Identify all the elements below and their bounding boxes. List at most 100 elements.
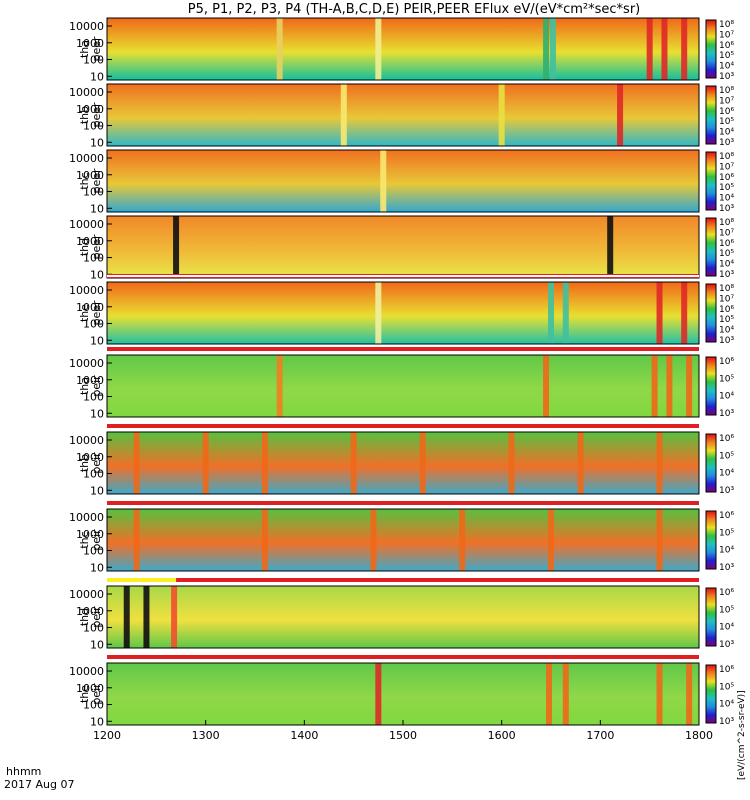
colorbar-tick-label: 10⁸ — [719, 20, 734, 30]
event-band — [202, 432, 209, 494]
y-tick-label: 10000 — [69, 218, 104, 231]
y-tick-label: 10000 — [69, 152, 104, 165]
event-band — [276, 355, 283, 417]
panel-thc-peir: 10 100 1000 10000 thc peir 10³ 10⁴ 10⁵ 10⁶ — [69, 501, 734, 574]
colorbar-tick-label: 10⁴ — [719, 546, 734, 556]
panel-ylabel-probe: thb — [78, 454, 91, 472]
y-tick-label: 1000 — [76, 169, 104, 182]
colorbar-tick-label: 10⁵ — [719, 183, 734, 193]
colorbar — [705, 356, 717, 416]
colorbar — [705, 283, 717, 343]
event-band — [133, 432, 140, 494]
chart-title: P5, P1, P2, P3, P4 (TH-A,B,C,D,E) PEIR,P… — [188, 2, 641, 17]
panel-frame — [106, 281, 700, 345]
event-band — [261, 509, 268, 571]
colorbar-tick-label: 10³ — [719, 486, 734, 496]
colorbar-tick-label: 10⁷ — [719, 162, 734, 172]
event-band — [661, 18, 668, 80]
colorbar-tick-label: 10³ — [719, 563, 734, 573]
panel-ylabel-probe: thb — [78, 106, 91, 124]
panel-ylabel-species: peer — [90, 102, 103, 128]
colorbar-tick-label: 10⁵ — [719, 249, 734, 259]
colorbar-tick-label: 10⁴ — [719, 128, 734, 138]
y-tick-label: 10000 — [69, 588, 104, 601]
panel-ylabel-species: peir — [90, 375, 103, 397]
spectrogram-thb-peer — [107, 84, 699, 146]
panel-thb-peir: 10 100 1000 10000 thb peir 10³ 10⁴ 10⁵ 10⁶ — [69, 424, 734, 497]
event-band — [375, 663, 382, 725]
colorbar-tick-label: 10⁵ — [719, 51, 734, 61]
colorbar — [705, 664, 717, 724]
colorbar-tick-label: 10⁴ — [719, 623, 734, 633]
event-band — [681, 18, 688, 80]
spectrogram-thd-peer — [107, 216, 699, 278]
y-tick-label: 10 — [90, 638, 104, 651]
event-band — [548, 509, 554, 571]
spectrogram-thc-peir — [107, 509, 699, 571]
spectrogram-tha-peer — [107, 18, 699, 80]
event-band — [543, 18, 550, 80]
spectrogram-tha-peir — [107, 355, 699, 417]
y-tick-label: 1000 — [76, 374, 104, 387]
colorbar-tick-label: 10⁵ — [719, 528, 734, 538]
event-band — [656, 432, 663, 494]
y-tick-label: 100 — [83, 468, 104, 481]
event-band — [459, 509, 466, 571]
event-band — [681, 282, 688, 344]
event-band — [656, 509, 663, 571]
y-tick-label: 10 — [90, 407, 104, 420]
y-tick-label: 100 — [83, 120, 104, 133]
y-tick-label: 100 — [83, 318, 104, 331]
panel-frame — [106, 354, 700, 418]
event-band — [498, 84, 505, 146]
x-tick-label: 1500 — [389, 729, 417, 742]
panel-ylabel-probe: thd — [78, 608, 91, 626]
colorbar — [705, 151, 717, 211]
colorbar-tick-label: 10⁴ — [719, 469, 734, 479]
event-band — [646, 18, 653, 80]
event-band — [261, 432, 268, 494]
colorbar-tick-label: 10⁴ — [719, 326, 734, 336]
panel-frame — [106, 431, 700, 495]
panel-ylabel-probe: thc — [78, 172, 91, 189]
colorbar-tick-label: 10⁶ — [719, 107, 734, 117]
colorbar-tick-label: 10⁶ — [719, 305, 734, 315]
colorbar — [705, 510, 717, 570]
panel-ylabel-probe: the — [78, 685, 91, 703]
event-band — [543, 355, 550, 417]
colorbar-tick-label: 10⁷ — [719, 30, 734, 40]
y-tick-label: 10000 — [69, 434, 104, 447]
quality-flag-bar — [107, 655, 699, 659]
x-tick-label: 1300 — [192, 729, 220, 742]
colorbar-tick-label: 10³ — [719, 204, 734, 214]
event-band — [143, 586, 150, 648]
event-band — [375, 18, 382, 80]
event-band — [656, 282, 663, 344]
y-tick-label: 10000 — [69, 511, 104, 524]
event-band — [419, 432, 426, 494]
event-band — [548, 282, 554, 344]
colorbar-tick-label: 10⁴ — [719, 260, 734, 270]
x-axis-label-time: hhmm — [6, 765, 41, 778]
quality-flag-bar — [107, 501, 699, 505]
x-tick-label: 1700 — [586, 729, 614, 742]
y-tick-label: 100 — [83, 545, 104, 558]
panel-tha-peir: 10 100 1000 10000 tha peir 10³ 10⁴ 10⁵ 10⁶ — [69, 347, 734, 420]
spectrogram-thd-peir — [107, 586, 699, 648]
y-tick-label: 10000 — [69, 20, 104, 33]
quality-flag-bar — [107, 578, 177, 582]
colorbar-tick-label: 10³ — [719, 640, 734, 650]
event-band — [562, 282, 569, 344]
panel-ylabel-probe: thd — [78, 238, 91, 256]
event-band — [562, 663, 569, 725]
panel-ylabel-species: peer — [90, 168, 103, 194]
quality-flag-bar — [107, 275, 699, 277]
event-band — [656, 663, 663, 725]
event-band — [370, 509, 377, 571]
y-tick-label: 100 — [83, 186, 104, 199]
y-tick-label: 1000 — [76, 528, 104, 541]
